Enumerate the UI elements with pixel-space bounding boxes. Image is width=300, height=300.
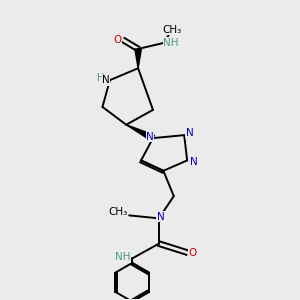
Polygon shape [135, 49, 141, 68]
Text: O: O [188, 248, 196, 257]
Text: N: N [157, 212, 164, 222]
Polygon shape [126, 125, 154, 141]
Text: N: N [186, 128, 194, 138]
Text: O: O [113, 35, 122, 45]
Text: N: N [146, 132, 154, 142]
Text: NH: NH [115, 252, 131, 262]
Text: NH: NH [164, 38, 179, 48]
Text: H: H [97, 73, 105, 83]
Text: CH₃: CH₃ [109, 207, 128, 218]
Text: N: N [190, 157, 198, 167]
Text: N: N [102, 75, 110, 85]
Text: CH₃: CH₃ [163, 25, 182, 34]
